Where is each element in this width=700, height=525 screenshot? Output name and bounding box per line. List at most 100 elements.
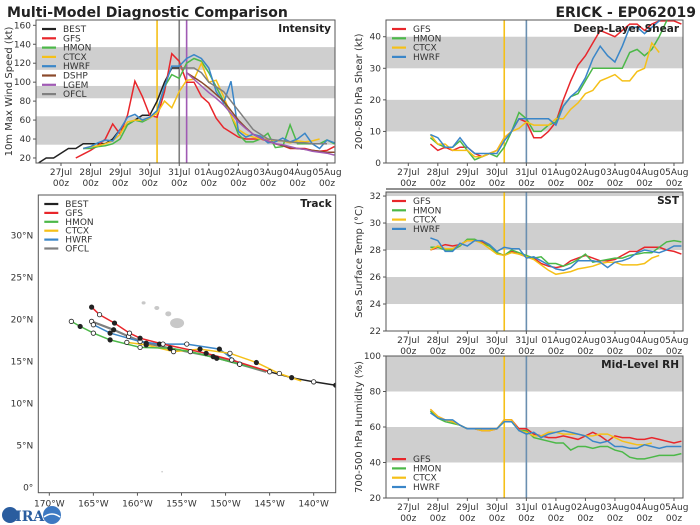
x-tick-sublabel: 00z [400, 179, 416, 189]
x-tick-sublabel: 00z [430, 514, 446, 524]
track-line-hmon [70, 320, 270, 373]
track-point [216, 346, 222, 352]
x-tick-sublabel: 00z [489, 179, 505, 189]
series-line-best [38, 67, 180, 163]
panel-title: Deep-Layer Shear [573, 23, 679, 35]
track-point [107, 330, 113, 336]
y-axis-label: Sea Surface Temp (°C) [354, 205, 365, 318]
track-point [289, 375, 295, 381]
shaded-band [386, 36, 683, 69]
y-tick-label: 26 [370, 273, 382, 283]
lon-tick-label: 140°W [298, 500, 329, 510]
x-tick-label: 05Aug [659, 503, 688, 513]
storm-id: ERICK - EP062019 [555, 5, 696, 21]
track-point [77, 323, 83, 330]
legend-label-gfs: GFS [413, 25, 431, 35]
series-line-hmon [430, 238, 682, 267]
panel-title: Track [300, 198, 332, 210]
lat-tick-label: 30°N [11, 232, 34, 242]
cira-logo: CIRA [2, 506, 61, 525]
track-point [126, 330, 133, 336]
x-tick-sublabel: 00z [319, 179, 335, 189]
plot-frame [35, 19, 336, 164]
x-tick-label: 31Jul [168, 168, 190, 178]
plot-frame [385, 19, 684, 164]
legend-label-ctcx: CTCX [413, 474, 437, 484]
track-point [167, 345, 173, 351]
shaded-band [386, 356, 683, 392]
y-tick-label: 20 [370, 494, 382, 504]
legend-label-hwrf: HWRF [413, 53, 440, 63]
x-tick-sublabel: 00z [518, 179, 534, 189]
track-point [90, 330, 96, 336]
y-tick-label: 24 [370, 300, 382, 310]
plot-frame [37, 194, 337, 494]
x-tick-label: 05Aug [659, 168, 688, 178]
y-tick-label: 20 [20, 154, 32, 164]
x-tick-sublabel: 00z [459, 347, 475, 357]
panel-title: Mid-Level RH [601, 359, 679, 371]
series-line-hmon [429, 20, 669, 161]
x-tick-label: 01Aug [541, 168, 570, 178]
y-tick-label: 40 [370, 459, 382, 469]
lat-tick-label: 15°N [11, 358, 34, 368]
track-point [89, 304, 95, 310]
x-tick-label: 27Jul [50, 168, 72, 178]
track-line-gfs [91, 306, 270, 373]
shaded-band [386, 223, 683, 251]
x-tick-label: 04Aug [630, 168, 659, 178]
x-tick-sublabel: 00z [289, 179, 305, 189]
x-tick-label: 05Aug [659, 336, 688, 346]
x-tick-label: 27Jul [397, 336, 419, 346]
y-tick-label: 20 [370, 96, 382, 106]
y-tick-label: 10 [370, 127, 382, 137]
shaded-band [386, 99, 683, 132]
x-tick-label: 02Aug [224, 168, 253, 178]
track-point [197, 346, 203, 352]
x-tick-label: 29Jul [456, 503, 478, 513]
track-point [214, 355, 220, 361]
panel-title: Intensity [278, 23, 331, 35]
legend-label-best: BEST [63, 25, 87, 35]
legend-label-dshp: DSHP [63, 72, 88, 82]
legend-label-gfs: GFS [65, 209, 83, 219]
track-point [96, 312, 103, 318]
x-tick-label: 27Jul [397, 168, 419, 178]
x-tick-sublabel: 00z [142, 179, 158, 189]
y-tick-label: 100 [364, 352, 381, 362]
legend-label-hmon: HMON [65, 218, 93, 228]
x-tick-label: 28Jul [427, 168, 449, 178]
x-tick-label: 30Jul [139, 168, 161, 178]
legend-label-hwrf: HWRF [63, 62, 90, 72]
series-line-hwrf [429, 412, 682, 450]
x-tick-label: 31Jul [515, 503, 537, 513]
track-line-ctcx [126, 341, 302, 382]
y-axis-label: 10m Max Wind Speed (kt) [4, 26, 15, 156]
x-tick-sublabel: 00z [577, 514, 593, 524]
series-line-hwrf [430, 237, 682, 272]
lat-tick-label: 5°N [16, 442, 33, 452]
y-tick-label: 100 [14, 78, 31, 88]
plot-frame [385, 191, 684, 332]
track-point [111, 327, 117, 333]
x-tick-sublabel: 00z [82, 179, 98, 189]
x-tick-label: 27Jul [397, 503, 419, 513]
track-point [137, 344, 143, 351]
x-tick-label: 01Aug [541, 503, 570, 513]
y-tick-label: 40 [370, 33, 382, 43]
track-point [143, 342, 149, 348]
series-line-hmon [83, 57, 335, 150]
legend-label-ctcx: CTCX [65, 227, 89, 237]
x-tick-label: 29Jul [109, 168, 131, 178]
lon-tick-label: 150°W [210, 500, 241, 510]
track-point [227, 350, 233, 356]
shaded-band [386, 277, 683, 305]
legend-label-ofcl: OFCL [63, 90, 87, 100]
x-tick-label: 01Aug [194, 168, 223, 178]
x-tick-label: 02Aug [571, 503, 600, 513]
x-tick-sublabel: 00z [459, 514, 475, 524]
legend-label-lgem: LGEM [63, 81, 88, 91]
